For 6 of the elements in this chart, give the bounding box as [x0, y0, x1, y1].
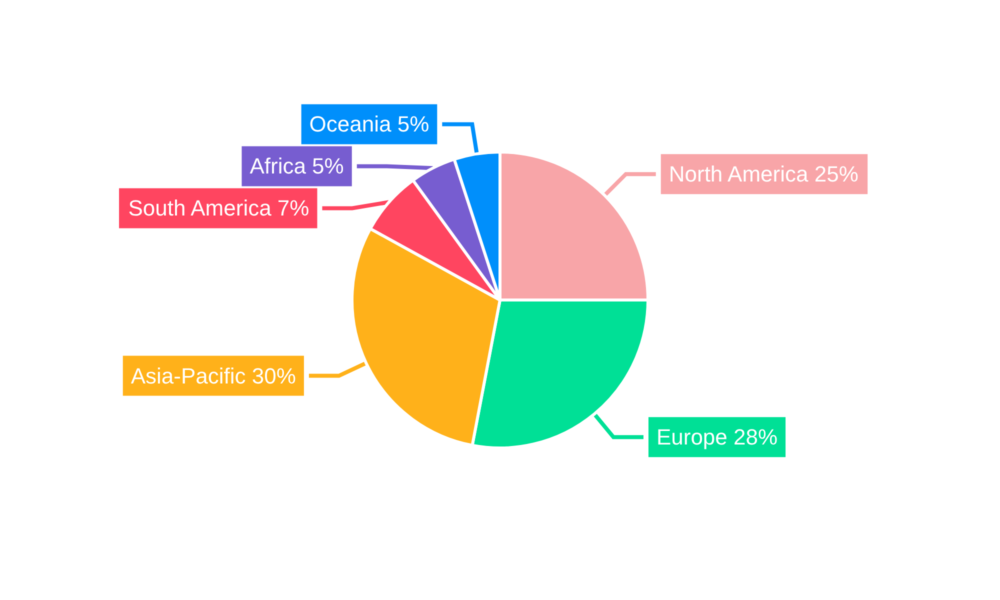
slice-label: Europe 28% [656, 424, 778, 450]
slice-label: Asia-Pacific 30% [130, 363, 296, 388]
slice-label: South America 7% [128, 196, 310, 221]
slice-label: Oceania 5% [309, 112, 430, 137]
slice-label: Africa 5% [250, 154, 344, 179]
slice-label: North America 25% [668, 162, 858, 187]
